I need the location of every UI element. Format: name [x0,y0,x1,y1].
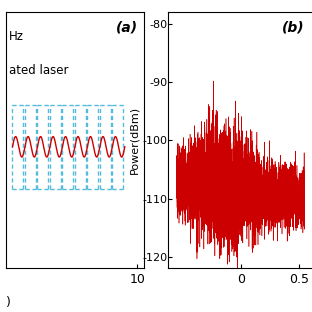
Text: ): ) [6,296,11,309]
Text: (a): (a) [116,20,138,34]
Text: ated laser: ated laser [9,64,69,77]
Text: Hz: Hz [9,30,24,43]
Text: (b): (b) [282,20,305,34]
Y-axis label: Power(dBm): Power(dBm) [129,106,139,174]
